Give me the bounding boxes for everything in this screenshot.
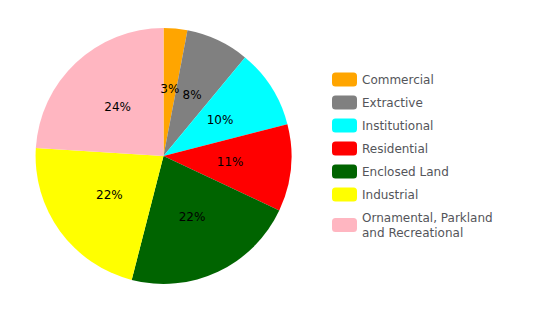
svg-text:24%: 24% xyxy=(104,100,131,114)
svg-text:Enclosed Land: Enclosed Land xyxy=(362,165,449,179)
svg-text:10%: 10% xyxy=(207,113,234,127)
svg-text:Commercial: Commercial xyxy=(362,73,434,87)
svg-text:Extractive: Extractive xyxy=(362,96,423,110)
svg-text:22%: 22% xyxy=(96,188,123,202)
svg-text:22%: 22% xyxy=(179,210,206,224)
svg-text:Industrial: Industrial xyxy=(362,188,418,202)
svg-text:Ornamental, Parkland: Ornamental, Parkland xyxy=(362,211,493,225)
svg-text:and Recreational: and Recreational xyxy=(362,226,463,240)
svg-text:8%: 8% xyxy=(182,88,201,102)
svg-text:3%: 3% xyxy=(160,82,179,96)
svg-text:Institutional: Institutional xyxy=(362,119,433,133)
svg-text:Residential: Residential xyxy=(362,142,428,156)
svg-text:11%: 11% xyxy=(217,155,244,169)
